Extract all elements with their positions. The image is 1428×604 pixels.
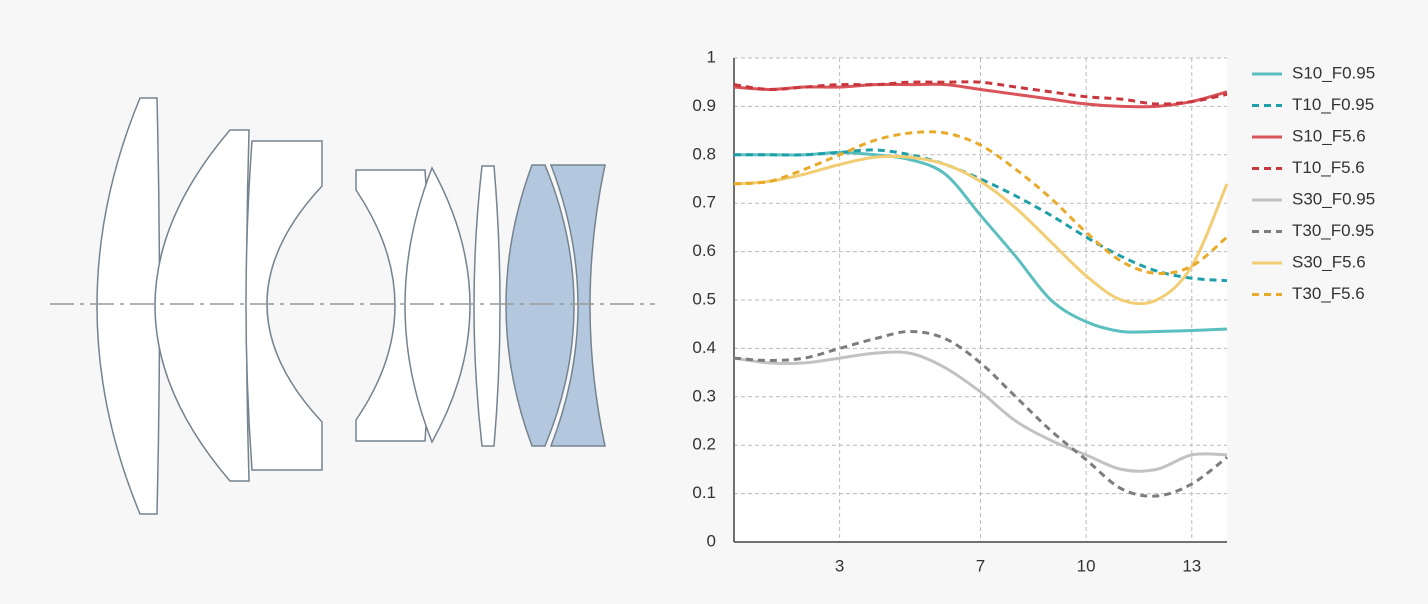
y-tick-label: 0.4 bbox=[692, 338, 716, 357]
lens-element bbox=[154, 129, 250, 482]
y-tick-label: 0.7 bbox=[692, 193, 716, 212]
mtf-chart: 00.10.20.30.40.50.60.70.80.913 7 10 13S10_F… bbox=[692, 47, 1375, 575]
legend-label: T30_F5.6 bbox=[1292, 284, 1365, 303]
series-line bbox=[733, 329, 1228, 498]
series-line bbox=[733, 154, 1229, 306]
y-tick-label: 1 bbox=[707, 47, 716, 66]
lens-element bbox=[505, 164, 575, 447]
legend-label: T30_F0.95 bbox=[1292, 221, 1374, 240]
x-tick-label: 10 bbox=[1077, 556, 1096, 575]
x-tick-label: 7 bbox=[976, 556, 985, 575]
x-tick-label: 13 bbox=[1182, 556, 1201, 575]
y-tick-label: 0.9 bbox=[692, 96, 716, 115]
legend-label: S30_F0.95 bbox=[1292, 189, 1375, 208]
series-line bbox=[733, 82, 1228, 109]
series-line bbox=[733, 130, 1228, 276]
y-tick-label: 0.6 bbox=[692, 241, 716, 260]
series-line bbox=[733, 350, 1228, 473]
series-line bbox=[733, 80, 1228, 106]
lens-element bbox=[473, 165, 501, 447]
y-tick-label: 0.1 bbox=[692, 483, 716, 502]
y-tick-label: 0.2 bbox=[692, 435, 716, 454]
lens-element bbox=[549, 164, 606, 447]
legend-label: T10_F5.6 bbox=[1292, 158, 1365, 177]
series-line bbox=[733, 150, 1228, 334]
legend-label: S30_F5.6 bbox=[1292, 252, 1366, 271]
y-tick-label: 0.8 bbox=[692, 144, 716, 163]
x-tick-label: 3 bbox=[835, 556, 844, 575]
lens-diagram bbox=[50, 97, 655, 515]
y-tick-label: 0 bbox=[707, 531, 716, 550]
legend-label: S10_F0.95 bbox=[1292, 63, 1375, 82]
lens-element bbox=[404, 166, 471, 444]
y-tick-label: 0.3 bbox=[692, 386, 716, 405]
legend-label: T10_F0.95 bbox=[1292, 95, 1374, 114]
y-tick-label: 0.5 bbox=[692, 289, 716, 308]
lens-element bbox=[245, 140, 323, 471]
legend-label: S10_F5.6 bbox=[1292, 126, 1366, 145]
lens-element bbox=[96, 97, 161, 515]
